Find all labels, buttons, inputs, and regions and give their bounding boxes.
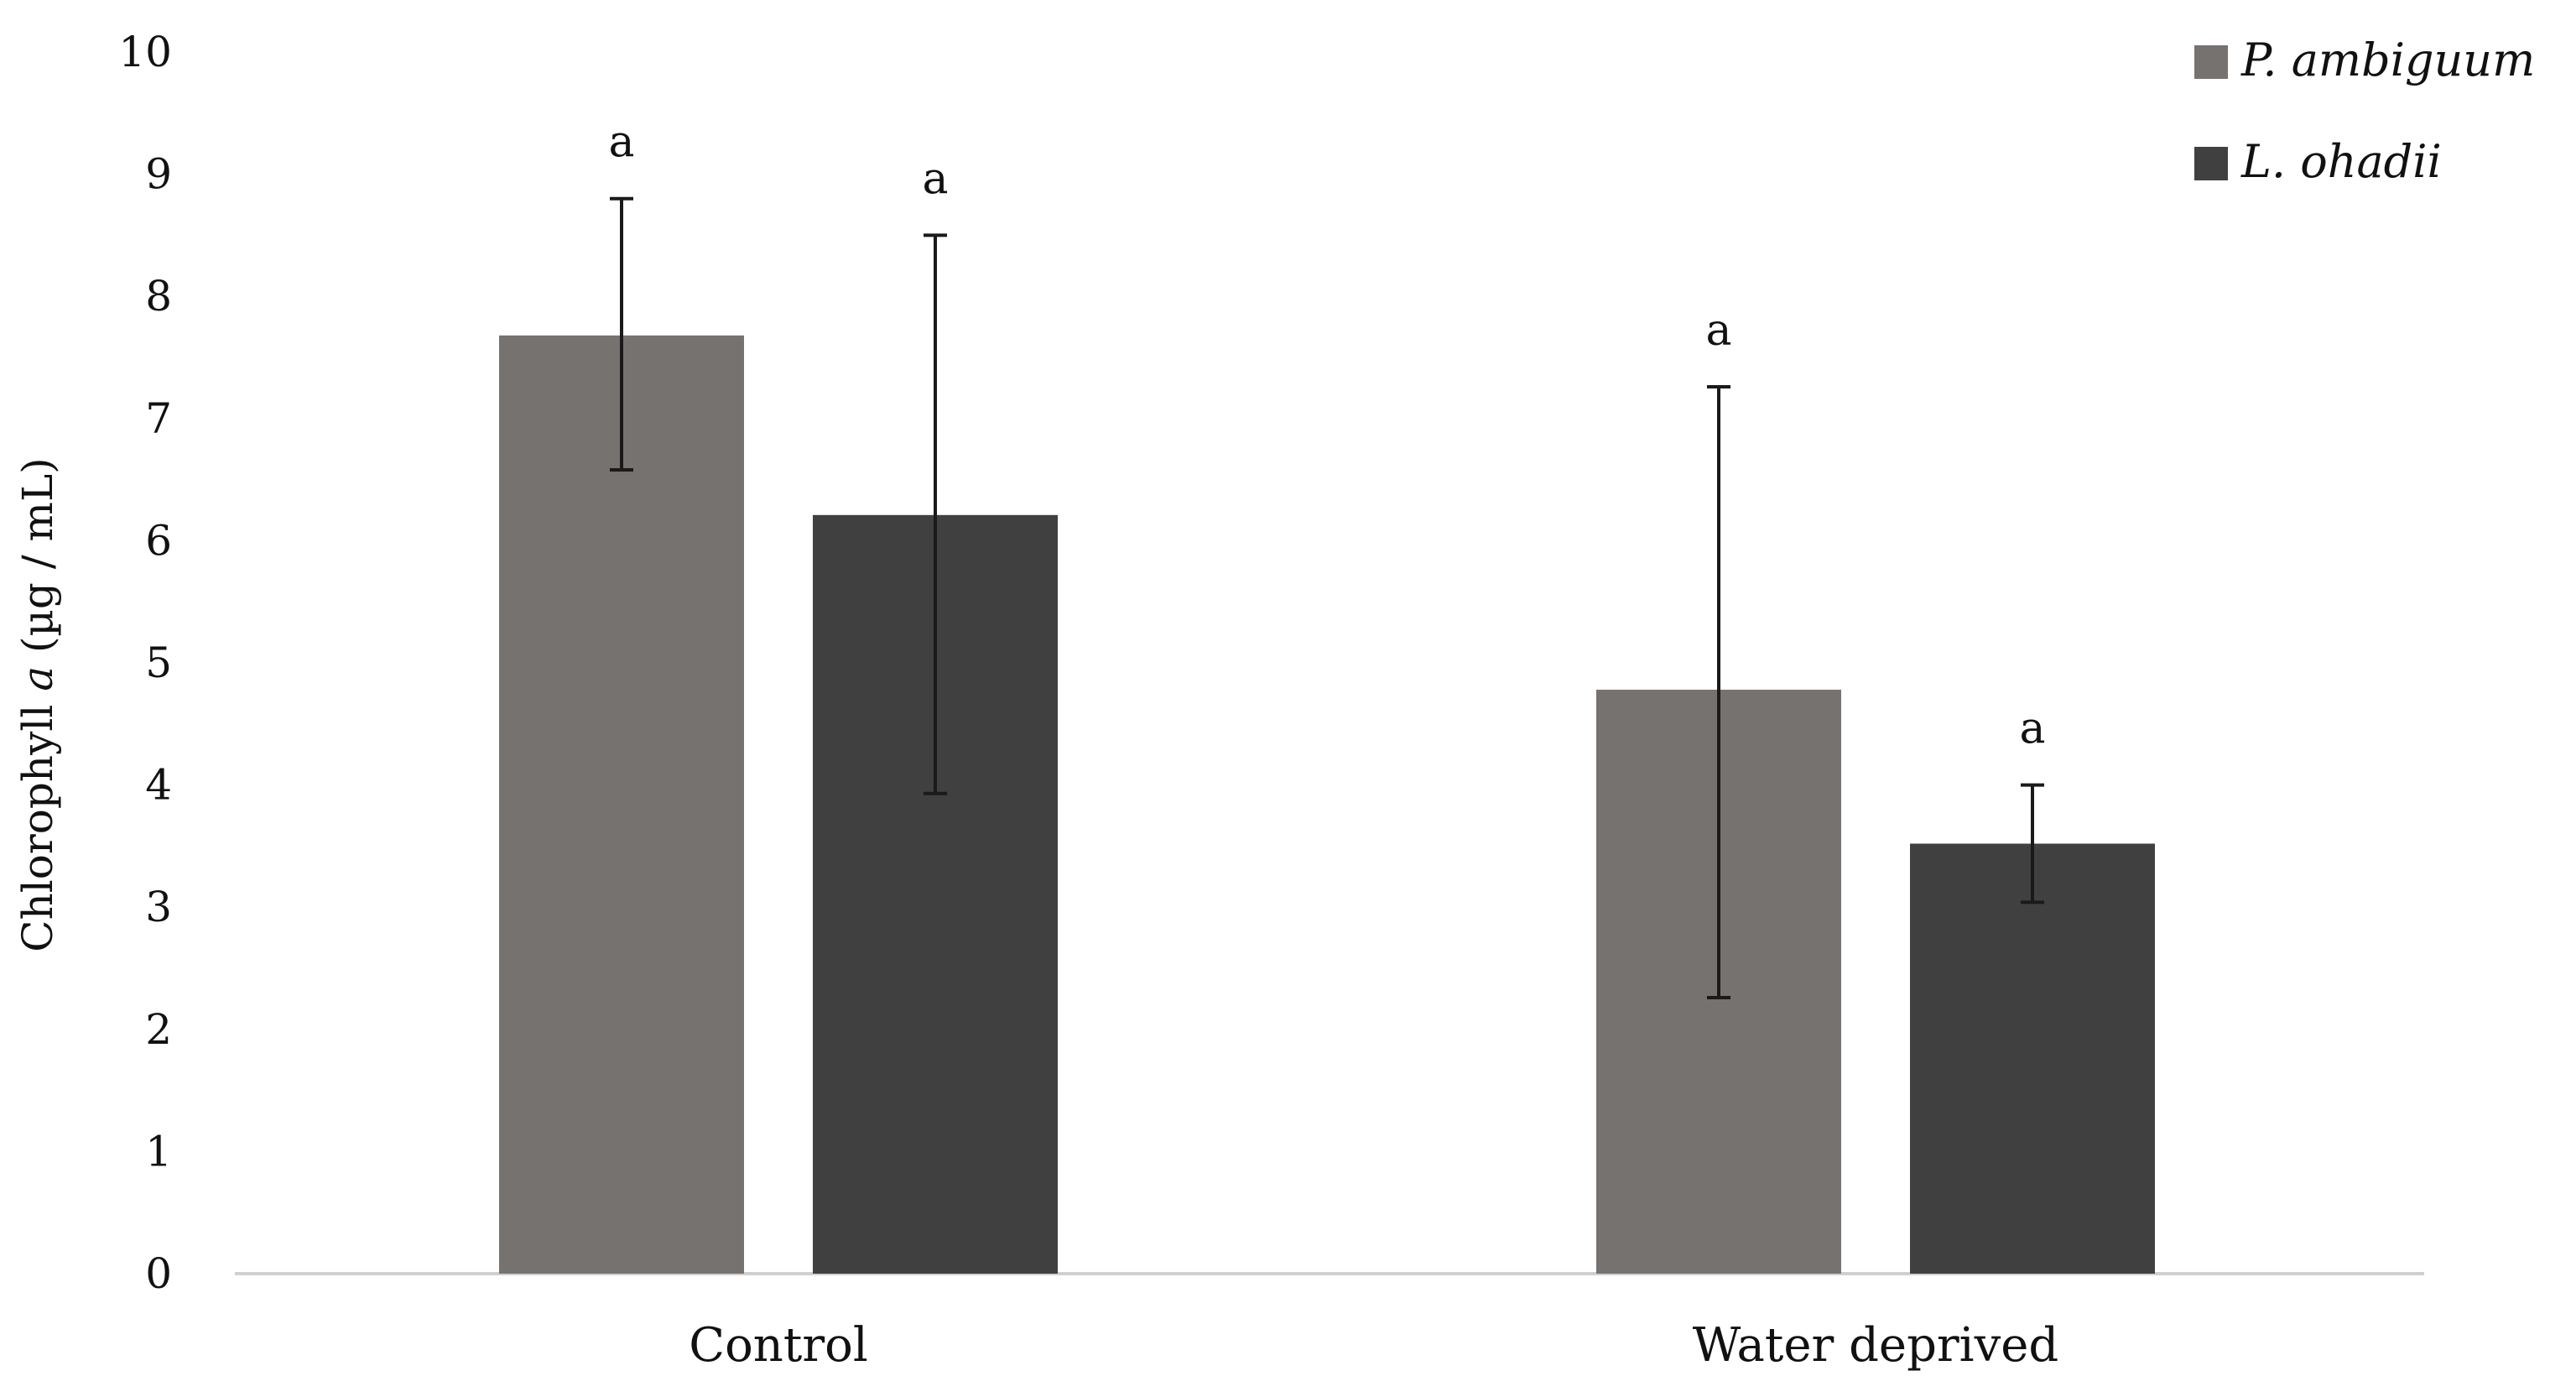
y-tick-label-0: 0 — [145, 1249, 172, 1298]
y-tick-label-3: 3 — [145, 883, 172, 931]
y-tick-label-1: 1 — [145, 1127, 172, 1175]
legend-swatch-p-ambiguum — [2194, 45, 2228, 79]
significance-label-p-ambiguum-control: a — [608, 117, 634, 168]
significance-label-p-ambiguum-water-deprived: a — [1705, 305, 1731, 356]
y-tick-label-10: 10 — [118, 28, 172, 76]
significance-labels-group: a a a a — [608, 117, 2045, 754]
y-tick-label-8: 8 — [145, 272, 172, 321]
significance-label-l-ohadii-control: a — [922, 154, 948, 204]
axes-group: 0 1 2 3 4 5 6 7 8 9 10 Control Water deprived — [118, 28, 2424, 1373]
legend-label-p-ambiguum: P. ambiguum — [2240, 34, 2535, 86]
y-tick-label-6: 6 — [145, 516, 172, 565]
significance-label-l-ohadii-water-deprived: a — [2019, 704, 2045, 754]
y-tick-label-9: 9 — [145, 150, 172, 199]
bar-p-ambiguum-control — [499, 335, 744, 1274]
bar-l-ohadii-water-deprived — [1910, 843, 2155, 1274]
y-axis-title: Chlorophyll a (µg / mL) — [13, 457, 62, 951]
y-tick-label-4: 4 — [145, 761, 172, 810]
y-tick-label-7: 7 — [145, 394, 172, 443]
x-tick-label-control: Control — [689, 1318, 868, 1373]
error-bars-group — [610, 196, 2044, 999]
y-tick-label-2: 2 — [145, 1005, 172, 1054]
legend-label-l-ohadii: L. ohadii — [2240, 135, 2442, 188]
y-tick-label-5: 5 — [145, 639, 172, 687]
legend-swatch-l-ohadii — [2194, 147, 2228, 180]
legend: P. ambiguum L. ohadii — [2194, 34, 2535, 188]
x-tick-label-water-deprived: Water deprived — [1693, 1318, 2058, 1373]
bars-group — [499, 335, 2155, 1274]
